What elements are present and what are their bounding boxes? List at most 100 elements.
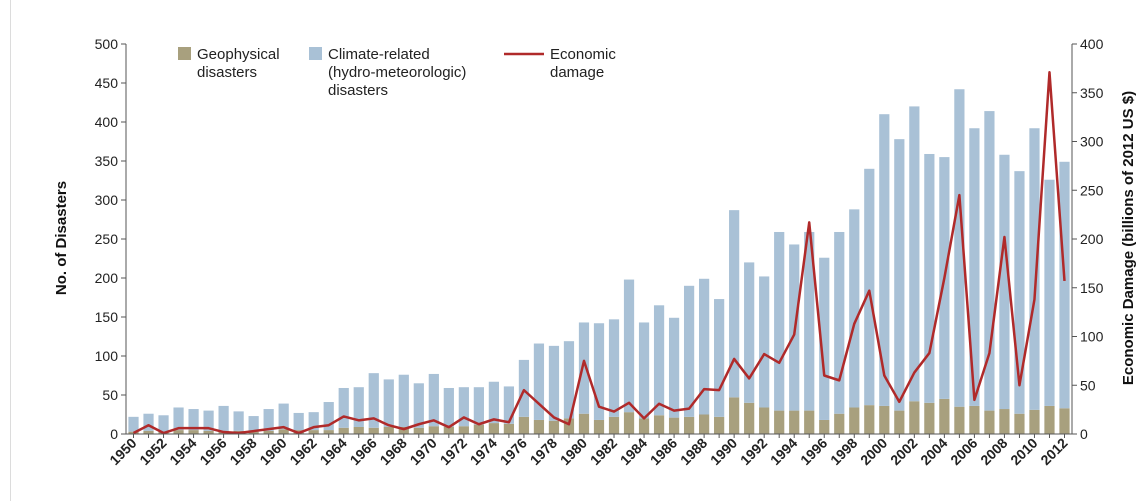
bars-layer (128, 89, 1070, 434)
bar-geophysical (443, 426, 454, 434)
bar-geophysical (1059, 408, 1070, 434)
bar-climate-related (638, 322, 650, 419)
bar-climate-related (398, 374, 409, 427)
y-tick-label: 350 (95, 153, 119, 169)
bar-climate-related (864, 168, 875, 406)
bar-climate-related (458, 387, 469, 427)
bar-geophysical (323, 430, 334, 434)
bar-climate-related (1059, 161, 1070, 409)
bar-geophysical (203, 430, 214, 434)
bar-geophysical (338, 427, 349, 434)
bar-climate-related (263, 409, 274, 431)
bar-geophysical (428, 426, 439, 434)
x-tick-label: 1990 (707, 435, 740, 468)
bar-geophysical (653, 415, 665, 434)
bar-climate-related (158, 415, 169, 432)
bar-climate-related (368, 373, 379, 428)
bar-climate-related (909, 106, 920, 402)
x-tick-label: 1976 (497, 435, 530, 468)
y-tick-label: 100 (95, 348, 119, 364)
x-tick-label: 1984 (617, 435, 650, 468)
bar-geophysical (548, 420, 560, 434)
y-tick-label: 200 (95, 270, 119, 286)
bar-climate-related (699, 278, 710, 415)
bar-geophysical (278, 429, 289, 434)
legend-label: disasters (197, 64, 257, 81)
bar-climate-related (353, 387, 364, 427)
bar-climate-related (819, 257, 830, 420)
bar-geophysical (308, 430, 319, 434)
y2-tick-label: 100 (1080, 329, 1104, 345)
x-tick-label: 2002 (887, 435, 920, 468)
bar-geophysical (879, 405, 890, 434)
bar-geophysical (683, 416, 695, 434)
bar-geophysical (473, 424, 484, 434)
bar-geophysical (774, 410, 785, 434)
bar-climate-related (924, 153, 935, 403)
bar-climate-related (308, 412, 319, 431)
y2-tick-label: 0 (1080, 426, 1088, 442)
bar-climate-related (683, 285, 695, 417)
y2-tick-label: 250 (1080, 182, 1104, 198)
x-tick-label: 1978 (527, 435, 560, 468)
x-tick-label: 1968 (377, 435, 410, 468)
bar-climate-related (293, 412, 304, 431)
bar-geophysical (368, 427, 379, 434)
bar-geophysical (383, 426, 394, 434)
bar-climate-related (218, 405, 229, 431)
bar-climate-related (413, 383, 424, 428)
y-tick-label: 300 (95, 192, 119, 208)
bar-geophysical (729, 397, 740, 434)
bar-geophysical (593, 419, 605, 434)
bar-geophysical (939, 398, 950, 434)
x-tick-label: 1994 (767, 435, 800, 468)
legend-swatch (178, 47, 191, 60)
bar-climate-related (849, 209, 860, 408)
bar-climate-related (653, 305, 665, 416)
x-tick-label: 2012 (1037, 435, 1070, 468)
x-tick-label: 1998 (827, 435, 860, 468)
bar-climate-related (338, 387, 349, 428)
x-tick-label: 1980 (557, 435, 590, 468)
y-tick-label: 400 (95, 114, 119, 130)
bar-climate-related (188, 409, 199, 431)
legend: GeophysicaldisastersClimate-related(hydr… (178, 46, 616, 99)
bar-geophysical (518, 416, 530, 434)
bar-climate-related (593, 323, 605, 420)
bar-climate-related (804, 231, 815, 411)
y2-tick-label: 400 (1080, 36, 1104, 52)
bar-geophysical (894, 410, 905, 434)
bar-geophysical (1029, 409, 1040, 434)
bar-climate-related (248, 416, 259, 432)
bar-geophysical (413, 427, 424, 434)
y2-tick-label: 350 (1080, 85, 1104, 101)
frame-divider-line (10, 0, 11, 501)
bar-geophysical (744, 402, 755, 434)
y2-tick-label: 50 (1080, 377, 1096, 393)
bar-geophysical (984, 410, 995, 434)
bar-geophysical (804, 410, 815, 434)
bar-geophysical (999, 409, 1010, 434)
bar-geophysical (503, 423, 515, 434)
x-tick-label: 1970 (407, 435, 440, 468)
bar-geophysical (623, 412, 635, 434)
bar-climate-related (668, 317, 680, 418)
y-tick-label: 500 (95, 36, 119, 52)
bar-geophysical (714, 416, 725, 434)
x-tick-label: 2006 (947, 435, 980, 468)
bar-geophysical (834, 413, 845, 434)
bar-geophysical (1014, 413, 1025, 434)
x-tick-label: 1952 (136, 435, 169, 468)
legend-label: disasters (328, 82, 388, 99)
legend-label: damage (550, 64, 604, 81)
bar-geophysical (699, 414, 710, 434)
bar-climate-related (714, 299, 725, 417)
bar-geophysical (458, 426, 469, 434)
bar-climate-related (473, 387, 484, 425)
bar-geophysical (954, 406, 965, 434)
bar-geophysical (638, 418, 650, 434)
bar-climate-related (578, 322, 590, 414)
bar-climate-related (203, 410, 214, 431)
legend-swatch (309, 47, 322, 60)
